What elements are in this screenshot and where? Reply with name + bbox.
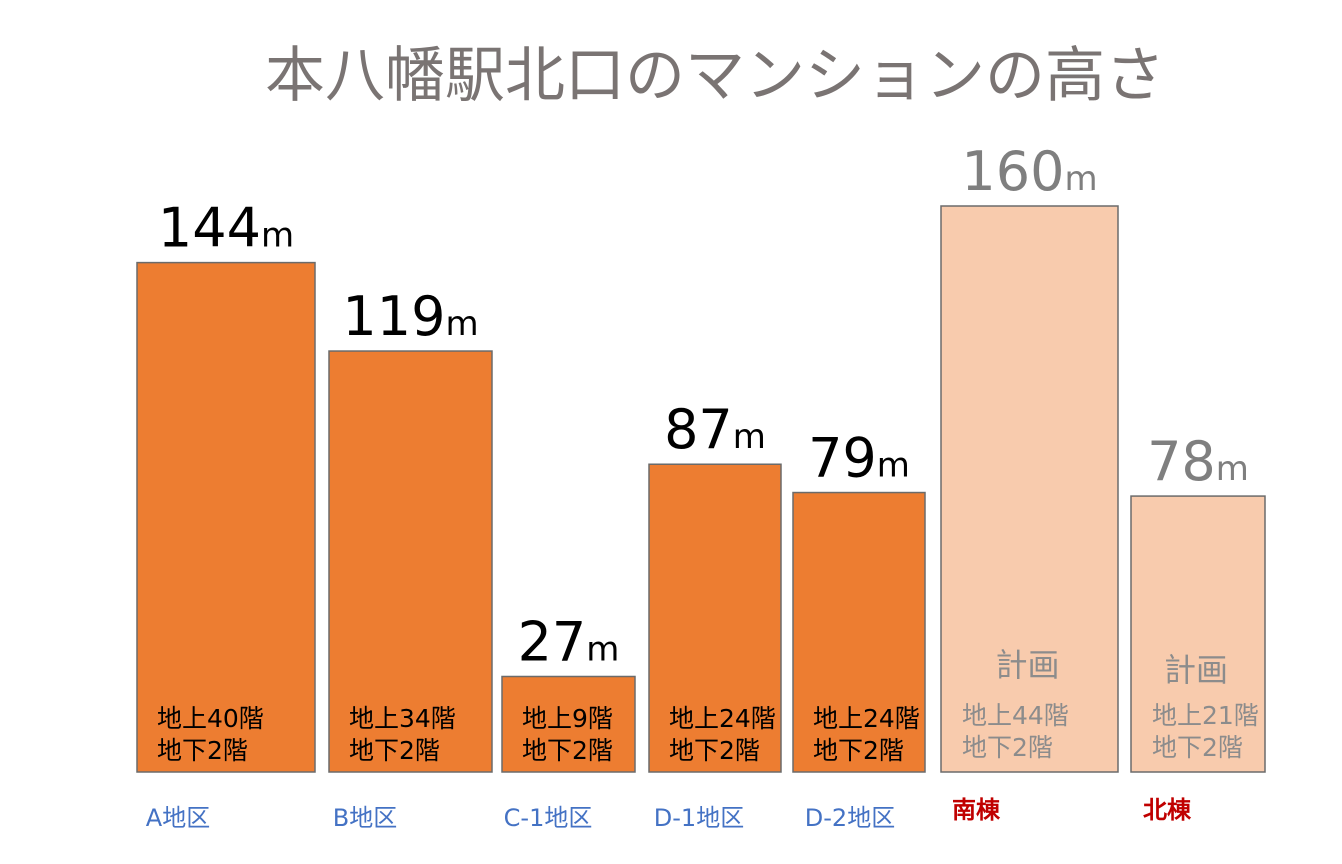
value-unit: m: [733, 417, 766, 457]
floors-below-label: 地下2階: [349, 736, 440, 765]
value-number: 119: [342, 285, 445, 348]
category-label: 南棟: [952, 796, 1001, 824]
value-unit: m: [1064, 159, 1097, 199]
floors-below-label: 地下2階: [813, 736, 904, 765]
value-unit: m: [261, 216, 294, 256]
bar-D-2地区: [792, 491, 926, 773]
floors-below-label: 地下2階: [962, 733, 1053, 762]
bar-南棟: [940, 205, 1119, 773]
plan-label: 計画: [995, 646, 1059, 684]
category-label: C-1地区: [504, 804, 593, 832]
bar-B地区: [328, 350, 493, 773]
value-number: 78: [1147, 430, 1216, 493]
floors-above-label: 地上40階: [157, 704, 264, 733]
floors-above-label: 地上44階: [962, 701, 1069, 730]
category-label: D-1地区: [654, 804, 744, 832]
floors-below-label: 地下2階: [1152, 733, 1243, 762]
floors-above-label: 地上21階: [1152, 701, 1259, 730]
floors-below-label: 地下2階: [669, 736, 760, 765]
bar-北棟: [1130, 495, 1266, 773]
bar-A地区: [136, 261, 316, 773]
bar-D-1地区: [648, 463, 782, 773]
value-number: 27: [518, 610, 587, 673]
value-number: 79: [808, 427, 877, 490]
value-label: 79m: [808, 427, 910, 490]
category-label: D-2地区: [805, 804, 895, 832]
value-unit: m: [445, 304, 478, 344]
floors-above-label: 地上34階: [349, 704, 456, 733]
category-label: A地区: [146, 804, 210, 832]
value-number: 87: [664, 398, 733, 461]
value-unit: m: [1216, 449, 1249, 489]
floors-below-label: 地下2階: [522, 736, 613, 765]
floors-above-label: 地上9階: [522, 704, 613, 733]
floors-above-label: 地上24階: [813, 704, 920, 733]
value-label: 144m: [158, 197, 294, 260]
value-label: 160m: [961, 140, 1097, 203]
category-label: 北棟: [1143, 796, 1192, 824]
value-label: 119m: [342, 285, 478, 348]
floors-above-label: 地上24階: [669, 704, 776, 733]
chart-title: 本八幡駅北口のマンションの高さ: [265, 41, 1165, 111]
value-unit: m: [586, 629, 619, 669]
category-label: B地区: [333, 804, 397, 832]
value-number: 144: [158, 197, 261, 260]
floors-below-label: 地下2階: [157, 736, 248, 765]
value-number: 160: [961, 140, 1064, 203]
value-label: 27m: [518, 610, 620, 673]
value-label: 78m: [1147, 430, 1249, 493]
value-label: 87m: [664, 398, 766, 461]
plan-label: 計画: [1164, 651, 1228, 689]
bar-C-1地区: [501, 675, 636, 773]
value-unit: m: [877, 446, 910, 486]
